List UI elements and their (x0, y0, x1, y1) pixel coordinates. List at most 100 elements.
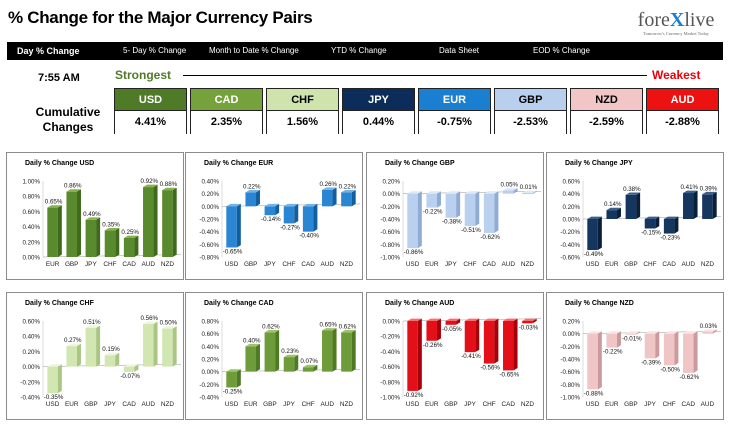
data-label: 0.23% (281, 348, 299, 355)
y-tick-label: -0.80% (380, 242, 400, 249)
currency-name: NZD (571, 89, 642, 111)
x-tick-label: CAD (482, 261, 496, 268)
x-tick-label: CHF (463, 261, 476, 268)
nav-5day-change[interactable]: 5- Day % Change (123, 46, 187, 55)
y-tick-label: -1.00% (380, 255, 400, 262)
bar-cad (123, 364, 139, 372)
bar-nzd (162, 326, 177, 367)
chart-title: Daily % Change GBP (385, 160, 455, 167)
bar-gbp (85, 325, 101, 367)
data-label: 0.03% (700, 323, 718, 330)
bar-jpy (644, 331, 660, 359)
bar-jpy (264, 203, 280, 216)
data-label: 0.51% (83, 319, 101, 326)
x-tick-label: CAD (301, 261, 315, 268)
currency-box-chf: CHF 1.56% (266, 88, 339, 134)
bar-aud (143, 184, 158, 257)
data-label: 0.41% (681, 184, 699, 191)
bar-chf (644, 216, 660, 229)
currency-name: CHF (267, 89, 338, 111)
y-tick-label: -0.20% (560, 229, 580, 236)
x-tick-label: GBP (263, 401, 277, 408)
y-tick-label: -0.60% (560, 369, 580, 376)
y-tick-label: -0.40% (380, 349, 400, 356)
x-tick-label: GBP (84, 401, 98, 408)
data-label: -0.51% (461, 227, 481, 234)
cumulative-changes-label: Cumulative Changes (35, 105, 101, 134)
data-label: -0.14% (261, 216, 281, 223)
nav-mtd-change[interactable]: Month to Date % Change (209, 46, 299, 55)
bar-cad (503, 318, 518, 371)
bar-nzd (522, 190, 537, 195)
data-label: 0.50% (160, 320, 178, 327)
currency-name: EUR (419, 89, 490, 111)
y-tick-label: 0.20% (562, 204, 580, 211)
data-label: -0.86% (404, 249, 424, 256)
data-label: 0.56% (141, 315, 159, 322)
y-tick-label: -0.20% (199, 217, 219, 224)
bar-nzd (162, 187, 177, 257)
bar-nzd (341, 190, 356, 207)
y-tick-label: -0.20% (560, 344, 580, 351)
y-tick-label: 0.00% (382, 191, 400, 198)
strength-scale-line (183, 75, 647, 76)
x-tick-label: NZD (340, 261, 354, 268)
x-tick-label: EUR (244, 401, 258, 408)
y-tick-label: 0.20% (201, 357, 219, 364)
data-label: -0.23% (660, 235, 680, 242)
bar-nzd (341, 330, 356, 372)
x-tick-label: USD (225, 261, 239, 268)
x-tick-label: CHF (483, 401, 496, 408)
data-label: -0.39% (641, 359, 661, 366)
chart-title: Daily % Change EUR (204, 160, 274, 167)
forexlive-logo[interactable]: foreXlive Tomorrow's Currency Market Tod… (630, 10, 722, 42)
data-label: -0.25% (223, 389, 243, 396)
bar-chart: -0.80% -0.60% -0.40% -0.20% 0.00% 0.20% 0.40% -… (199, 179, 361, 268)
x-tick-label: USD (586, 401, 600, 408)
bar-chf (302, 364, 318, 372)
bar-eur (606, 207, 621, 219)
bar-jpy (283, 354, 299, 372)
bar-gbp (445, 318, 461, 325)
y-tick-label: 0.40% (562, 191, 580, 198)
currency-box-nzd: NZD -2.59% (570, 88, 643, 134)
y-tick-label: -0.40% (560, 357, 580, 364)
chart-panel-7: Daily % Change AUD -1.00% -0.80% -0.60% -0.4… (366, 292, 544, 420)
chart-panel-2: Daily % Change EUR -0.80% -0.60% -0.40% -0.2… (185, 152, 363, 280)
x-tick-label: NZD (521, 261, 535, 268)
nav-eod-change[interactable]: EOD % Change (533, 46, 590, 55)
data-label: -0.26% (423, 342, 443, 349)
bar-usd (407, 191, 422, 249)
nav-day-change[interactable]: Day % Change (17, 46, 80, 56)
bar-chf (483, 318, 499, 364)
bar-eur (245, 343, 260, 372)
y-tick-label: 0.60% (201, 331, 219, 338)
x-tick-label: CAD (122, 261, 136, 268)
bar-gbp (66, 189, 81, 257)
x-tick-label: USD (406, 401, 420, 408)
bar-chart: -0.40% -0.20% 0.00% 0.20% 0.40% 0.60% 0.80% -0.… (199, 319, 361, 408)
currency-name: GBP (495, 89, 566, 111)
currency-name: USD (115, 89, 186, 111)
bar-aud (503, 188, 518, 194)
nav-ytd-change[interactable]: YTD % Change (331, 46, 387, 55)
x-tick-label: AUD (142, 401, 156, 408)
x-tick-label: CHF (282, 261, 295, 268)
x-tick-label: CAD (122, 401, 136, 408)
data-label: -0.62% (679, 374, 699, 381)
y-tick-label: 0.40% (22, 224, 40, 231)
data-label: 0.39% (700, 185, 718, 192)
data-label: -0.01% (622, 335, 642, 342)
bar-eur (426, 191, 441, 208)
chart-title: Daily % Change CHF (25, 300, 94, 307)
bar-eur (606, 331, 621, 348)
data-label: 0.14% (604, 201, 622, 208)
nav-data-sheet[interactable]: Data Sheet (439, 46, 480, 55)
bar-chart: -1.00% -0.80% -0.60% -0.40% -0.20% 0.00% -0.92… (380, 318, 542, 408)
currency-box-jpy: JPY 0.44% (342, 88, 415, 134)
bar-chart: -0.60% -0.40% -0.20% 0.00% 0.20% 0.40% 0.60% -0… (560, 179, 722, 268)
y-tick-label: 0.60% (22, 319, 40, 326)
y-tick-label: 0.20% (201, 191, 219, 198)
data-label: 0.65% (45, 199, 63, 206)
x-tick-label: CHF (103, 261, 116, 268)
